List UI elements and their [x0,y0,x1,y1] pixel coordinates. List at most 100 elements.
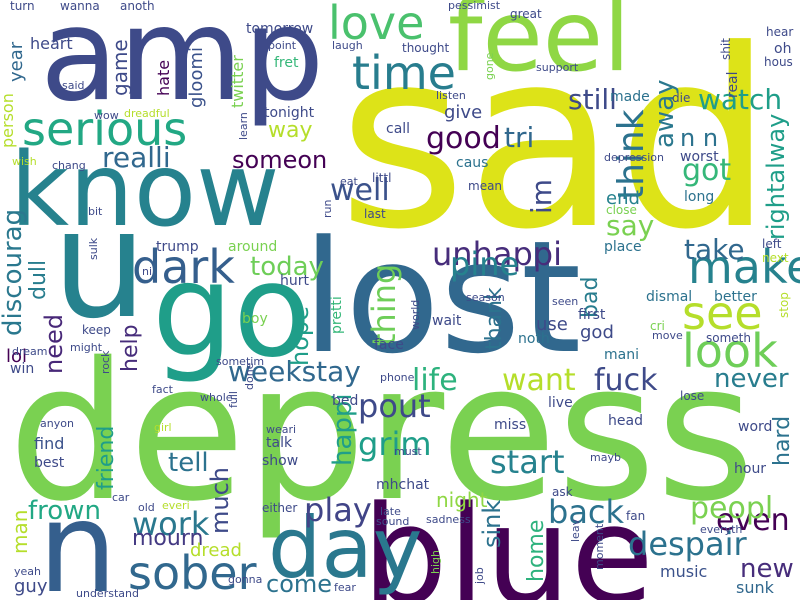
word-job: job [473,567,486,584]
word-help: help [118,324,143,372]
word-hous: hous [764,55,793,69]
word-might: might [70,341,103,354]
word-n-n: n n [680,124,719,152]
word-peopl: peopl [690,491,774,526]
word-amp: amp [40,0,325,130]
word-even: even [716,503,790,538]
word-weari: weari [266,423,297,436]
word-start: start [490,443,565,481]
word-face: face [374,337,404,353]
word-place: place [604,239,642,255]
word-die: die [672,91,691,105]
word-hate: hate [154,59,173,96]
word-long: long [684,189,715,205]
word-wanna: wanna [60,0,100,13]
word-back: back [548,493,625,531]
word-next: next [762,251,789,265]
word-sad: sad [338,0,774,284]
word-better: better [714,289,757,305]
word-left: left [762,237,782,251]
word-ni: ni [142,265,153,278]
word-tonight: tonight [264,105,315,121]
word-bit: bit [88,205,103,218]
word-anyon: anyon [40,417,74,430]
word-person: person [0,93,17,148]
word-u: u [52,178,148,352]
word-give: give [444,102,483,123]
word-pessimist: pessimist [448,0,501,12]
word-new: new [740,554,794,584]
word-said: said [62,79,85,92]
word-understand: understand [76,587,139,600]
word-im: im [525,178,558,214]
word-twitter: twitter [228,55,247,108]
word-use: use [536,314,568,335]
word-lost: lost [302,207,582,388]
word-heart: heart [30,34,73,53]
word-weekstay: weekstay [228,355,361,388]
word-move: move [652,329,683,342]
word-thing: thing [365,263,403,346]
word-wish: wish [12,155,37,168]
word-show: show [262,453,299,469]
word-well: well [330,173,390,208]
word-win: win [10,361,35,377]
word-play: play [304,491,372,529]
word-game: game [108,39,132,96]
word-whole: whole [200,391,233,404]
word-depression: depression [604,151,665,164]
word-someth: someth [706,331,751,345]
word-close: close [606,203,637,217]
word-season: season [466,291,505,304]
word-work: work [132,505,210,543]
word-make: make [688,240,800,294]
word-lose: lose [680,389,705,403]
word-stop: stop [777,292,791,318]
word-dull: dull [26,259,51,300]
word-dark: dark [132,240,235,294]
word-friend: friend [94,425,119,490]
word-trump: trump [156,239,199,255]
word-fuck: fuck [594,363,658,398]
word-today: today [250,252,324,282]
word-noth: noth [518,331,550,347]
word-chang: chang [52,159,86,172]
word-music: music [660,562,708,581]
word-need: need [40,314,68,374]
word-look: look [682,324,778,378]
word-worst: worst [680,149,719,165]
word-serious: serious [22,102,188,156]
word-tri: tri [504,121,535,154]
word-thought: thought [402,41,450,55]
word-pine: pine [450,245,520,283]
word-talk: talk [266,435,293,451]
word-end: end [606,188,640,209]
word-live: live [548,395,573,411]
word-sunk: sunk [736,578,774,597]
word-still: still [568,83,617,116]
word-ask: ask [552,485,573,499]
word-everi: everi [162,499,190,512]
word-turn: turn [10,0,35,13]
word-best: best [34,455,65,471]
word-way: way [268,118,313,143]
word-listen: listen [436,89,466,102]
word-littl: littl [372,171,392,185]
word-want: want [502,363,576,398]
word-made: made [610,89,650,105]
word-hour: hour [734,461,767,477]
word-late: late [380,505,401,518]
word-everyth: everyth [700,523,743,536]
word-watch: watch [698,83,783,116]
word-learn: learn [237,112,250,140]
word-cri: cri [650,319,665,333]
word-rightalway: rightalway [762,113,790,240]
word-time: time [352,46,456,100]
word-hope: hope [286,306,314,366]
word-great: great [510,7,542,21]
word-mourn: mourn [132,526,204,551]
word-n-big: n [38,476,118,600]
word-pout: pout [358,387,431,425]
word-god: god [580,322,614,343]
